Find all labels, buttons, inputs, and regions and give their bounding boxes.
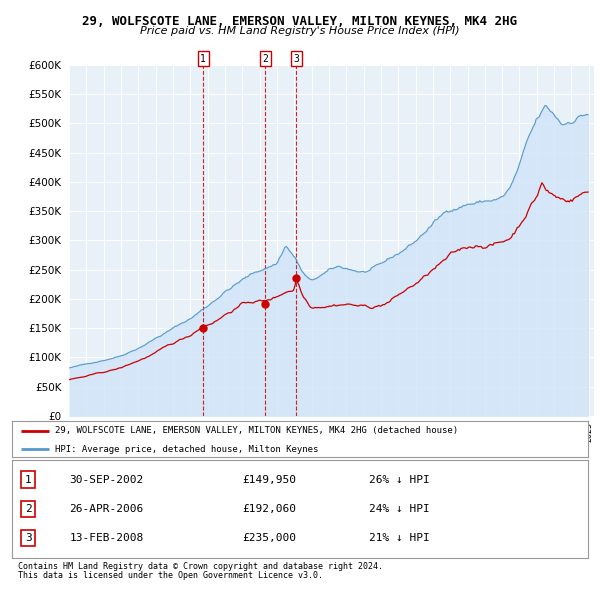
Text: 2: 2 xyxy=(25,504,32,514)
Text: 1: 1 xyxy=(25,475,32,484)
Text: £149,950: £149,950 xyxy=(242,475,296,484)
Text: Price paid vs. HM Land Registry's House Price Index (HPI): Price paid vs. HM Land Registry's House … xyxy=(140,26,460,36)
Text: 13-FEB-2008: 13-FEB-2008 xyxy=(70,533,144,543)
Text: This data is licensed under the Open Government Licence v3.0.: This data is licensed under the Open Gov… xyxy=(18,571,323,580)
Text: 3: 3 xyxy=(293,54,299,64)
Text: 3: 3 xyxy=(25,533,32,543)
Text: £235,000: £235,000 xyxy=(242,533,296,543)
Text: £192,060: £192,060 xyxy=(242,504,296,514)
Text: 29, WOLFSCOTE LANE, EMERSON VALLEY, MILTON KEYNES, MK4 2HG (detached house): 29, WOLFSCOTE LANE, EMERSON VALLEY, MILT… xyxy=(55,427,458,435)
Text: Contains HM Land Registry data © Crown copyright and database right 2024.: Contains HM Land Registry data © Crown c… xyxy=(18,562,383,571)
Text: HPI: Average price, detached house, Milton Keynes: HPI: Average price, detached house, Milt… xyxy=(55,445,319,454)
Text: 1: 1 xyxy=(200,54,206,64)
Text: 21% ↓ HPI: 21% ↓ HPI xyxy=(369,533,430,543)
Text: 24% ↓ HPI: 24% ↓ HPI xyxy=(369,504,430,514)
Text: 26% ↓ HPI: 26% ↓ HPI xyxy=(369,475,430,484)
Text: 29, WOLFSCOTE LANE, EMERSON VALLEY, MILTON KEYNES, MK4 2HG: 29, WOLFSCOTE LANE, EMERSON VALLEY, MILT… xyxy=(83,15,517,28)
Text: 26-APR-2006: 26-APR-2006 xyxy=(70,504,144,514)
Text: 30-SEP-2002: 30-SEP-2002 xyxy=(70,475,144,484)
Text: 2: 2 xyxy=(262,54,268,64)
